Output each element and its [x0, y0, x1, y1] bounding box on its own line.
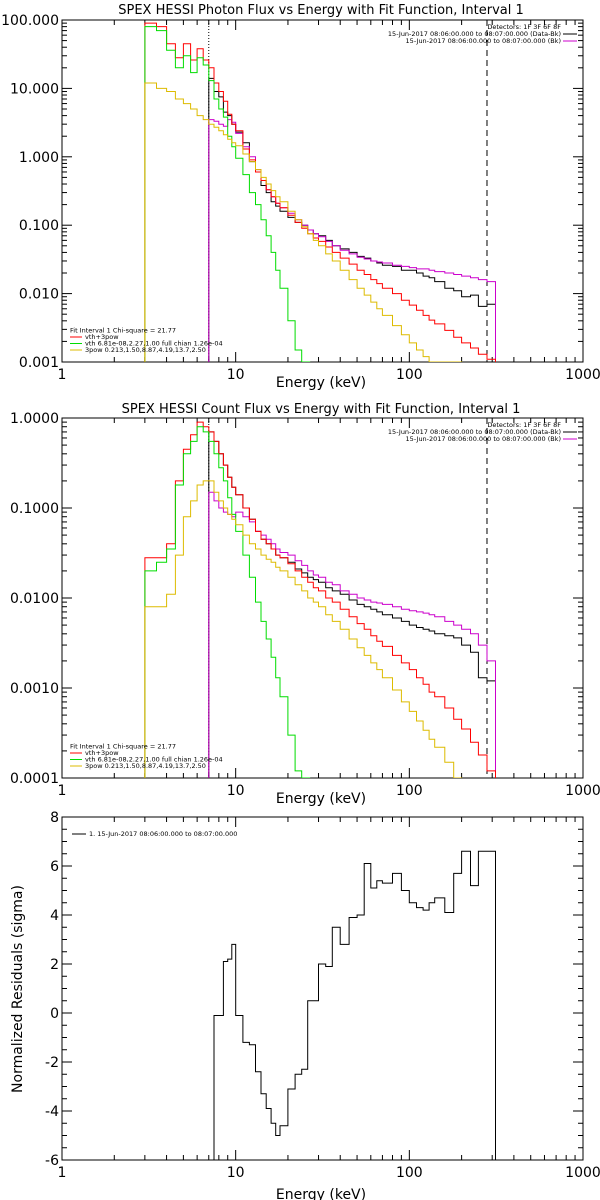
plot-frame — [61, 816, 584, 1161]
legend-entry: vth+3pow — [85, 749, 119, 757]
x-tick-label: 100 — [396, 1165, 423, 1181]
series-vth-3pow — [144, 22, 496, 362]
x-tick-label: 1000 — [565, 367, 600, 383]
legend-entry: 15-Jun-2017 08:06:00.000 to 08:07:00.000… — [406, 37, 561, 45]
series-bk — [208, 491, 496, 778]
y-tick-label: 8 — [50, 810, 59, 826]
x-tick-label: 1 — [58, 1165, 67, 1181]
x-tick-label: 1000 — [565, 1165, 600, 1181]
legend-entry: 3pow 0.213,1.50,8.87,4.19,13.7,2.50 — [85, 762, 206, 770]
legend-entry: vth 6.81e-08,2.27,1.00 full chian 1.26e-… — [85, 340, 223, 348]
series-1-15-jun-2017-08-06-00-000-to-08-07-00-000 — [208, 850, 496, 1160]
legend-entry: 15-Jun-2017 08:06:00.000 to 08:07:00.000… — [388, 30, 561, 38]
legend-entry: 3pow 0.213,1.50,8.87,4.19,13.7,2.50 — [85, 346, 206, 354]
x-axis-label: Energy (keV) — [276, 375, 366, 391]
y-ticks — [62, 22, 583, 363]
series-3pow — [144, 480, 463, 778]
x-tick-label: 1000 — [565, 783, 600, 799]
y-ticks — [62, 816, 583, 1161]
legend-entry: 15-Jun-2017 08:06:00.000 to 08:07:00.000… — [388, 428, 561, 436]
x-tick-label: 10 — [227, 1165, 245, 1181]
plot-area: 1 10 100 1000 0.001 0.010 0.100 1.000 10.000 100.… — [1, 13, 600, 383]
series-data-bk — [208, 77, 496, 362]
y-axis-label: Normalized Residuals (sigma) — [10, 885, 26, 1093]
series-bk — [208, 119, 496, 362]
x-tick-label: 1 — [58, 783, 67, 799]
plot-area: 1 10 100 1000 0.0001 0.0010 0.0100 0.1000 1.0000… — [10, 411, 600, 799]
y-tick-label: 1.000 — [19, 150, 59, 166]
legend-entry: 1. 15-Jun-2017 08:06:00.000 to 08:07:00.… — [89, 830, 237, 838]
x-tick-label: 100 — [396, 783, 423, 799]
y-tick-label: 0.0010 — [10, 681, 59, 697]
y-tick-label: 0.001 — [19, 355, 59, 371]
legend-entry: Fit Interval 1 Chi-square = 21.77 — [70, 743, 176, 751]
series-group — [208, 850, 496, 1160]
legend-entry: vth+3pow — [85, 333, 119, 341]
x-ticks — [61, 20, 576, 362]
x-axis-label: Energy (keV) — [276, 1187, 366, 1200]
y-tick-label: 0.0100 — [10, 591, 59, 607]
y-tick-label: 4 — [50, 908, 59, 924]
plot-area: 1 10 100 1000 -6 -4 -2 0 2 4 6 8 1. 15-Jun-2017 08:0… — [45, 810, 600, 1181]
x-ticks — [61, 418, 576, 778]
chart-title: SPEX HESSI Photon Flux vs Energy with Fi… — [118, 3, 524, 18]
plot-frame — [61, 417, 584, 779]
x-ticks — [61, 817, 576, 1160]
x-tick-label: 100 — [396, 367, 423, 383]
x-tick-label: 10 — [227, 783, 245, 799]
plot-frame — [61, 19, 584, 363]
y-tick-label: 0.010 — [19, 287, 59, 303]
y-tick-label: 6 — [50, 859, 59, 875]
legend-entry: vth 6.81e-08,2.27,1.00 full chian 1.26e-… — [85, 756, 223, 764]
series-vth-3pow — [144, 421, 496, 778]
series-group — [144, 418, 496, 778]
y-tick-label: 0.1000 — [10, 501, 59, 517]
legend-entry: Fit Interval 1 Chi-square = 21.77 — [70, 327, 176, 335]
series-data-bk — [208, 431, 496, 778]
x-tick-label: 10 — [227, 367, 245, 383]
x-tick-label: 1 — [58, 367, 67, 383]
legend-entry: Detectors: 1F 3F 6F 8F — [487, 23, 561, 31]
series-group — [144, 20, 496, 362]
y-tick-label: 10.000 — [10, 81, 59, 97]
y-tick-label: 0.100 — [19, 218, 59, 234]
panel-residuals: Energy (keV) Normalized Residuals (sigma… — [10, 810, 600, 1200]
x-axis-label: Energy (keV) — [276, 791, 366, 807]
legend-entry: Detectors: 1F 3F 6F 8F — [487, 421, 561, 429]
y-tick-label: 1.0000 — [10, 411, 59, 427]
y-ticks — [62, 421, 583, 779]
y-tick-label: 2 — [50, 957, 59, 973]
series-3pow — [144, 82, 463, 362]
panel-count-flux: SPEX HESSI Count Flux vs Energy with Fit… — [10, 402, 600, 807]
series-vth — [144, 26, 311, 362]
y-tick-label: 0 — [50, 1006, 59, 1022]
panel-photon-flux: SPEX HESSI Photon Flux vs Energy with Fi… — [1, 3, 600, 391]
y-tick-label: 100.000 — [1, 13, 59, 29]
legend-entry: 15-Jun-2017 08:06:00.000 to 08:07:00.000… — [406, 435, 561, 443]
chart-title: SPEX HESSI Count Flux vs Energy with Fit… — [122, 402, 521, 417]
y-tick-label: 0.0001 — [10, 771, 59, 787]
y-tick-label: -2 — [45, 1055, 59, 1071]
series-vth — [144, 426, 311, 778]
y-tick-label: -6 — [45, 1153, 59, 1169]
y-tick-label: -4 — [45, 1104, 59, 1120]
